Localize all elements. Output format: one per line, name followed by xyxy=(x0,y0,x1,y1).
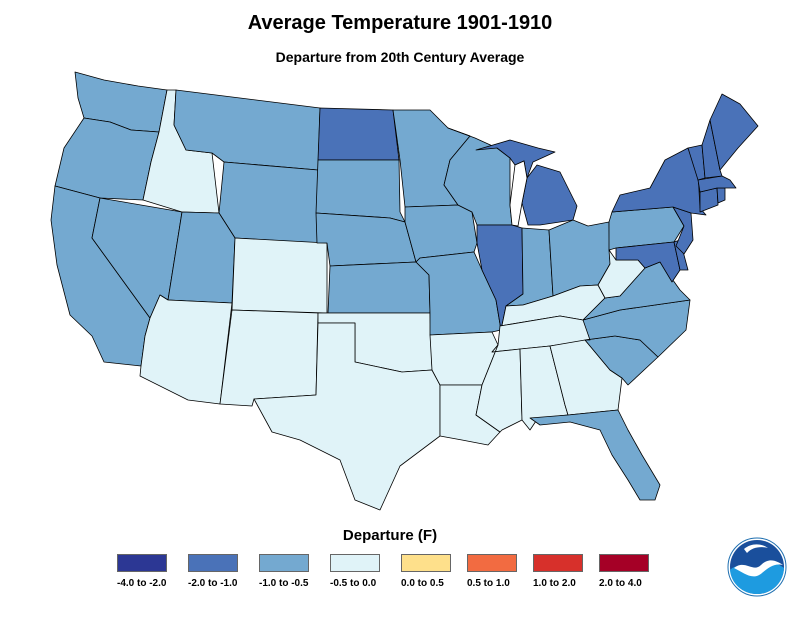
legend-label: -4.0 to -2.0 xyxy=(117,578,167,589)
legend-swatch xyxy=(599,554,649,572)
legend-label: -1.0 to -0.5 xyxy=(259,578,309,589)
legend-item: -4.0 to -2.0 xyxy=(117,554,187,589)
legend-swatch xyxy=(117,554,167,572)
legend-item: -0.5 to 0.0 xyxy=(330,554,400,589)
legend-swatch xyxy=(401,554,451,572)
state-nebraska xyxy=(315,212,417,267)
state-maine xyxy=(709,93,759,171)
legend-item: 2.0 to 4.0 xyxy=(599,554,669,589)
legend-swatch xyxy=(259,554,309,572)
legend-label: 2.0 to 4.0 xyxy=(599,578,642,589)
legend-swatch xyxy=(188,554,238,572)
legend-label: 1.0 to 2.0 xyxy=(533,578,576,589)
legend-label: 0.0 to 0.5 xyxy=(401,578,444,589)
legend-swatch xyxy=(533,554,583,572)
legend-title: Departure (F) xyxy=(342,527,438,544)
legend-item: 0.0 to 0.5 xyxy=(401,554,471,589)
lake-michigan xyxy=(509,160,528,227)
state-new-mexico xyxy=(219,309,319,407)
legend: -4.0 to -2.0 -2.0 to -1.0 -1.0 to -0.5 -… xyxy=(117,554,657,594)
us-temperature-map xyxy=(50,71,759,511)
legend-item: -2.0 to -1.0 xyxy=(188,554,258,589)
map-title: Average Temperature 1901-1910 xyxy=(247,12,553,34)
state-texas xyxy=(253,322,441,511)
state-florida xyxy=(529,409,661,501)
state-kansas xyxy=(327,261,431,314)
map-subtitle: Departure from 20th Century Average xyxy=(275,49,525,65)
state-rhode-island xyxy=(716,187,726,204)
legend-label: -2.0 to -1.0 xyxy=(188,578,238,589)
noaa-logo-icon xyxy=(727,537,787,597)
state-new-hampshire xyxy=(701,119,723,179)
legend-item: 0.5 to 1.0 xyxy=(467,554,537,589)
legend-label: 0.5 to 1.0 xyxy=(467,578,510,589)
legend-label: -0.5 to 0.0 xyxy=(330,578,377,589)
legend-swatch xyxy=(330,554,380,572)
legend-item: 1.0 to 2.0 xyxy=(533,554,603,589)
state-north-dakota xyxy=(317,107,400,161)
state-arizona xyxy=(139,294,233,405)
legend-swatch xyxy=(467,554,517,572)
state-massachusetts xyxy=(697,175,737,193)
state-colorado xyxy=(231,237,328,314)
state-wyoming xyxy=(218,161,319,244)
legend-item: -1.0 to -0.5 xyxy=(259,554,329,589)
state-south-dakota xyxy=(315,159,406,223)
